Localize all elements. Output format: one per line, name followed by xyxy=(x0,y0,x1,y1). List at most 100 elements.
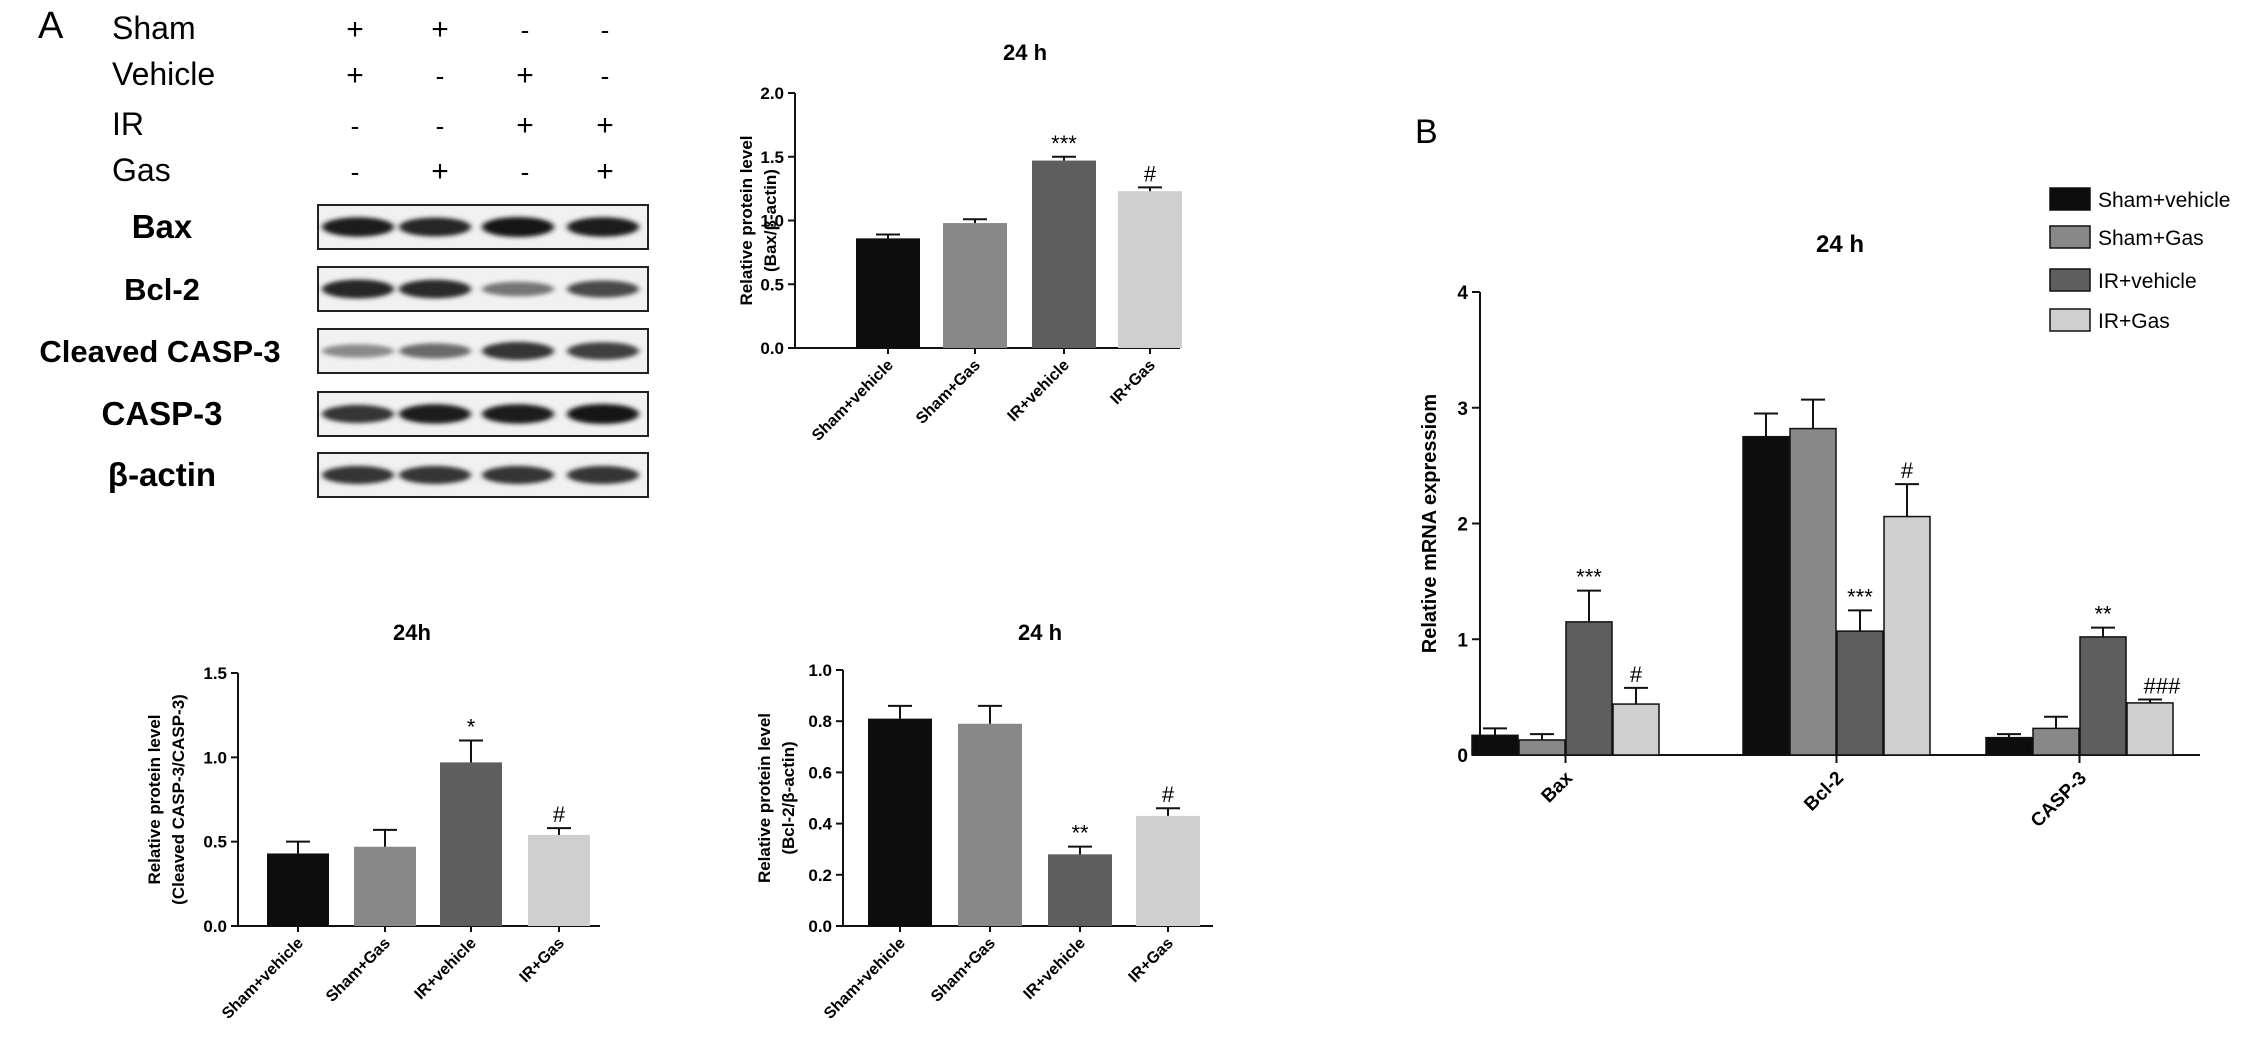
y-tick-label: 0.4 xyxy=(808,815,832,834)
x-tick-label: Sham+Gas xyxy=(913,357,984,428)
y-axis-label: (Cleaved CASP-3/CASP-3) xyxy=(169,694,188,905)
treatment-mark: + xyxy=(431,13,449,46)
blot-label: Bcl-2 xyxy=(124,272,200,307)
bar xyxy=(2079,636,2127,756)
bar xyxy=(856,238,920,348)
blot-label: CASP-3 xyxy=(101,395,222,432)
bar xyxy=(1612,703,1660,756)
blot-band xyxy=(482,217,554,237)
y-tick-label: 2.0 xyxy=(760,84,784,103)
y-tick-label: 3 xyxy=(1457,399,1468,420)
bar xyxy=(2126,702,2174,756)
blot-band xyxy=(322,279,394,299)
treatment-mark: - xyxy=(351,157,360,187)
treatment-mark: + xyxy=(596,155,614,188)
bar xyxy=(943,223,1007,348)
bar xyxy=(1985,736,2033,756)
treatment-table: Sham + + - - Vehicle + - + - IR - - + + Gas - + - + xyxy=(112,10,614,188)
panel-label-b: B xyxy=(1415,113,1438,151)
blot-band xyxy=(322,344,394,358)
treatment-mark: - xyxy=(601,61,610,91)
x-tick-label: IR+Gas xyxy=(516,935,567,986)
x-tick-label: IR+Gas xyxy=(1125,935,1176,986)
treatment-row-label: Vehicle xyxy=(112,56,215,92)
blot-label: Bax xyxy=(132,208,193,245)
y-tick-label: 1.5 xyxy=(760,148,784,167)
y-axis-label: (Bcl-2/β-actin) xyxy=(779,741,798,854)
treatment-mark: - xyxy=(521,15,530,45)
chart-title: 24 h xyxy=(1018,620,1062,645)
blot-band xyxy=(482,341,554,361)
significance-mark: # xyxy=(553,802,566,827)
bar xyxy=(1742,435,1790,756)
significance-mark: # xyxy=(1630,662,1643,687)
significance-mark: * xyxy=(467,714,476,739)
x-tick-label: Sham+Gas xyxy=(928,935,999,1006)
blot-label: β-actin xyxy=(108,456,216,493)
bar xyxy=(2032,727,2080,756)
bar xyxy=(1048,854,1112,926)
y-tick-label: 1.0 xyxy=(760,212,784,231)
mrna-expression-chart: 24 h 0 1 2 3 4 Relative mRNA expressiom *** # Bax… xyxy=(1419,187,2231,832)
bar xyxy=(354,846,416,926)
x-tick-label: Sham+vehicle xyxy=(821,935,909,1023)
y-tick-label: 0.8 xyxy=(808,712,832,731)
bar xyxy=(1836,630,1884,756)
bar xyxy=(1789,427,1837,756)
legend-label: Sham+vehicle xyxy=(2098,189,2231,212)
blot-band xyxy=(482,404,554,424)
bar xyxy=(1518,739,1566,756)
significance-mark: ### xyxy=(2144,673,2181,698)
y-tick-label: 1.0 xyxy=(203,748,227,767)
y-axis-label: (Bax/β-actin) xyxy=(761,169,780,272)
x-tick-label: Sham+Gas xyxy=(323,935,394,1006)
treatment-row-label: Sham xyxy=(112,10,196,46)
bax-protein-chart: 24 h 0.0 0.5 1.0 1.5 2.0 Relative protein leve… xyxy=(737,40,1182,445)
blot-band xyxy=(482,465,554,485)
blot-band xyxy=(567,404,639,424)
blot-band xyxy=(399,465,471,485)
x-tick-label: CASP-3 xyxy=(2027,768,2091,832)
blot-band xyxy=(482,281,554,297)
bar xyxy=(1883,515,1931,756)
y-tick-label: 2 xyxy=(1457,515,1468,536)
significance-mark: # xyxy=(1901,458,1914,483)
y-tick-label: 0.5 xyxy=(203,833,227,852)
bar xyxy=(267,853,329,926)
legend-label: IR+vehicle xyxy=(2098,270,2197,293)
x-tick-label: Sham+vehicle xyxy=(809,357,897,445)
y-axis-label: Relative protein level xyxy=(755,713,774,883)
significance-mark: *** xyxy=(1051,131,1077,156)
blot-band xyxy=(567,280,639,298)
chart-title: 24 h xyxy=(1003,40,1047,65)
treatment-mark: - xyxy=(436,111,445,141)
significance-mark: # xyxy=(1144,161,1157,186)
significance-mark: ** xyxy=(2094,602,2112,627)
y-axis-label: Relative protein level xyxy=(145,714,164,884)
bar xyxy=(1118,191,1182,348)
x-tick-label: Bcl-2 xyxy=(1800,768,1848,816)
y-tick-label: 0.6 xyxy=(808,763,832,782)
cleaved-casp3-protein-chart: 24h 0.0 0.5 1.0 1.5 Relative protein level (Cl… xyxy=(145,620,600,1023)
y-tick-label: 1 xyxy=(1457,630,1468,651)
bar xyxy=(1136,815,1200,926)
legend-swatch xyxy=(2049,308,2091,332)
legend-swatch xyxy=(2049,268,2091,292)
treatment-row-label: IR xyxy=(112,106,144,142)
treatment-row-label: Gas xyxy=(112,152,171,188)
blot-band xyxy=(322,217,394,237)
significance-mark: ** xyxy=(1071,821,1089,846)
y-axis-label: Relative mRNA expressiom xyxy=(1419,394,1441,653)
treatment-mark: - xyxy=(601,15,610,45)
y-tick-label: 1.5 xyxy=(203,664,227,683)
x-tick-label: IR+Gas xyxy=(1107,357,1158,408)
treatment-mark: + xyxy=(346,59,364,92)
treatment-mark: + xyxy=(516,109,534,142)
blot-band xyxy=(567,342,639,360)
treatment-mark: + xyxy=(431,155,449,188)
blot-band xyxy=(399,217,471,237)
x-tick-label: IR+vehicle xyxy=(1021,935,1089,1003)
treatment-mark: - xyxy=(436,61,445,91)
chart-title: 24 h xyxy=(1816,231,1864,258)
